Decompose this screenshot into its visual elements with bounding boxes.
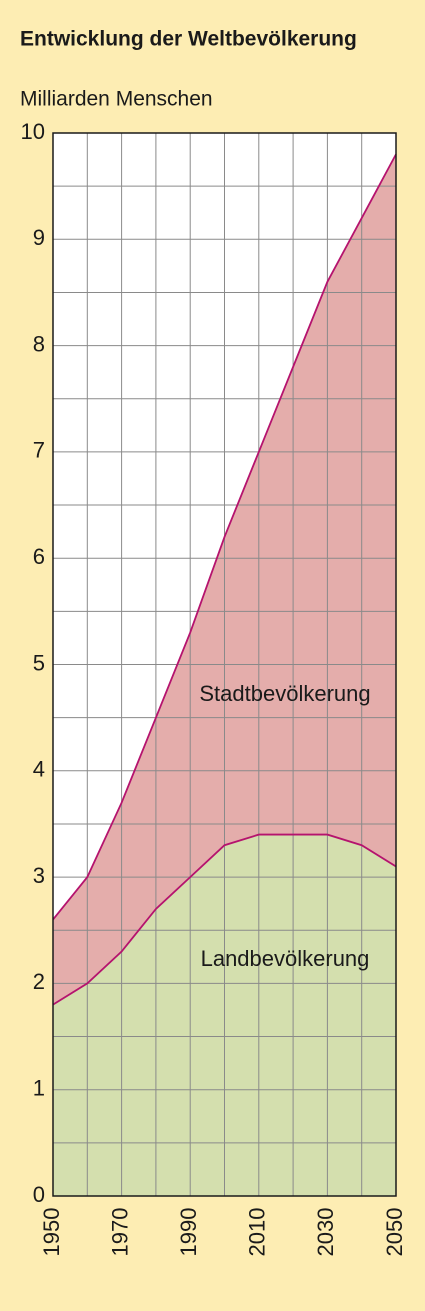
x-tick-label: 2010 bbox=[245, 1208, 270, 1257]
chart-title: Entwicklung der Weltbevölkerung bbox=[20, 28, 357, 51]
y-tick-label: 1 bbox=[33, 1076, 45, 1101]
y-tick-label: 9 bbox=[33, 225, 45, 250]
y-tick-label: 8 bbox=[33, 331, 45, 356]
area-label: Landbevölkerung bbox=[201, 946, 370, 971]
y-tick-label: 5 bbox=[33, 650, 45, 675]
line bbox=[52, 153, 397, 921]
line bbox=[52, 833, 397, 1006]
x-tick-label: 2030 bbox=[313, 1208, 338, 1257]
y-tick-label: 7 bbox=[33, 438, 45, 463]
y-tick-label: 4 bbox=[33, 757, 45, 782]
y-tick-label: 3 bbox=[33, 863, 45, 888]
y-tick-label: 10 bbox=[21, 119, 45, 144]
x-tick-label: 2050 bbox=[382, 1208, 407, 1257]
area-label: Stadtbevölkerung bbox=[199, 681, 370, 706]
plot-frame bbox=[52, 132, 397, 1197]
y-axis-label: Milliarden Menschen bbox=[20, 88, 213, 111]
y-tick-label: 6 bbox=[33, 544, 45, 569]
x-tick-label: 1990 bbox=[176, 1208, 201, 1257]
y-tick-label: 2 bbox=[33, 969, 45, 994]
x-tick-label: 1950 bbox=[39, 1208, 64, 1257]
x-tick-label: 1970 bbox=[107, 1208, 132, 1257]
y-tick-label: 0 bbox=[33, 1182, 45, 1207]
